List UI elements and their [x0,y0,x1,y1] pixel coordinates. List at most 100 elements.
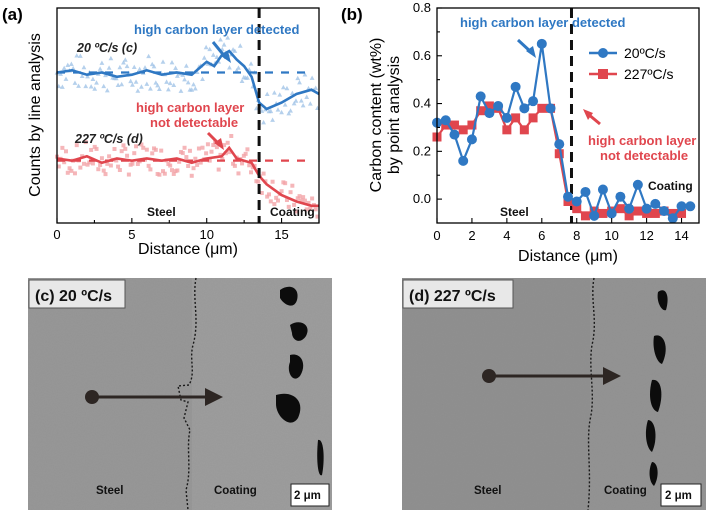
annotation-blue-a: high carbon layer detected [134,22,299,37]
raw-point-c [63,76,69,81]
raw-point-d [236,171,241,176]
legend-marker-20 [598,48,608,58]
arrow-blue-b-head-icon [526,46,536,58]
y-tick-label-b: 0.6 [413,48,431,63]
raw-point-d [270,179,275,184]
raw-point-c [72,80,78,85]
raw-point-c [182,76,187,82]
y-axis-label-b-line2: by point analysis [386,56,403,174]
raw-point-c [88,84,94,89]
annotation-blue-b: high carbon layer detected [460,15,625,30]
raw-point-d [85,162,90,167]
raw-point-c [174,73,180,78]
raw-point-d [130,161,135,166]
raw-point-c [115,82,121,88]
raw-point-c [169,59,175,65]
raw-point-c [108,55,114,61]
arrow-blue-a-head-icon [221,51,231,63]
series-20-point [466,134,477,145]
raw-point-d [293,209,298,214]
x-tick-label-b: 2 [468,228,475,243]
raw-point-d [247,163,252,168]
void-c-5 [317,439,324,476]
raw-point-c [210,52,216,57]
raw-point-c [149,61,155,67]
raw-point-c [248,61,254,66]
raw-point-d [310,196,315,201]
raw-point-c [289,90,295,95]
scale-bar-d-label: 2 μm [665,490,692,502]
raw-point-c [58,71,63,76]
raw-point-c [180,72,186,77]
x-tick-label-b: 10 [604,228,618,243]
raw-point-d [98,162,103,167]
series-20-point [528,96,539,107]
micrograph-c: (c) 20 ºC/s Steel Coating 2 μm [28,277,332,511]
raw-point-c [103,72,108,78]
raw-point-c [173,65,178,70]
raw-point-c [148,86,153,91]
series-227-point [624,211,634,221]
x-tick-label-b: 14 [674,228,688,243]
raw-point-d [119,149,124,154]
raw-point-c [284,85,290,91]
raw-point-d [74,143,79,148]
x-tick-label-b: 4 [503,228,510,243]
raw-point-d [139,142,144,147]
y-tick-label-b: 0.8 [413,0,431,15]
arrow-red-a-head-icon [214,138,224,150]
micrograph-d-steel: Steel [474,485,502,497]
raw-point-c [83,83,89,89]
raw-point-c [291,100,297,106]
raw-point-c [113,75,119,81]
raw-point-d [284,198,289,203]
micrograph-d-label-box [402,279,514,309]
scale-bar-d-box [660,483,702,507]
raw-point-d [265,194,270,199]
raw-point-c [245,75,250,80]
raw-point-c [304,94,310,99]
raw-point-d [150,151,155,156]
x-tick-label-a: 15 [274,227,288,242]
series-20-point [580,186,591,197]
raw-point-c [302,72,308,77]
raw-point-d [200,145,205,150]
series-20-point [554,139,565,150]
series-227-point [476,106,486,116]
raw-point-d [105,161,110,166]
raw-point-d [279,189,284,194]
raw-point-c [106,65,112,70]
annotation-red-a-line1: high carbon layer [136,100,244,115]
panel-b: (b) 0 2 4 6 8 10 12 14 0.0 0.2 0.4 0.6 0.8 20ºC/s 2… [341,0,700,265]
raw-point-d [207,158,212,163]
series-20-point [589,210,600,221]
raw-point-c [121,60,126,65]
x-tick-label-b: 12 [639,228,653,243]
raw-point-c [155,82,161,88]
raw-point-d [218,152,223,157]
raw-point-d [191,166,196,171]
series-227-point [580,211,590,221]
raw-point-d [306,200,311,205]
raw-point-d [96,167,101,172]
series-227-point [677,208,687,218]
raw-point-d [240,161,245,166]
raw-point-d [268,199,273,204]
raw-point-d [186,163,191,168]
raw-point-d [78,165,83,170]
raw-point-c [192,86,198,91]
raw-point-c [153,80,159,85]
x-tick-label-b: 6 [538,228,545,243]
raw-point-d [121,143,126,148]
series-227-point [537,103,547,113]
raw-point-c [68,61,74,66]
raw-point-d [112,147,117,152]
series-20-point [571,196,582,207]
raw-point-c [280,84,286,90]
raw-point-c [236,65,241,70]
scale-bar-c-label: 2 μm [294,490,321,502]
x-tick-label-a: 5 [128,227,135,242]
raw-point-c [99,60,105,65]
void-d-5 [649,462,658,486]
raw-point-d [148,167,153,172]
